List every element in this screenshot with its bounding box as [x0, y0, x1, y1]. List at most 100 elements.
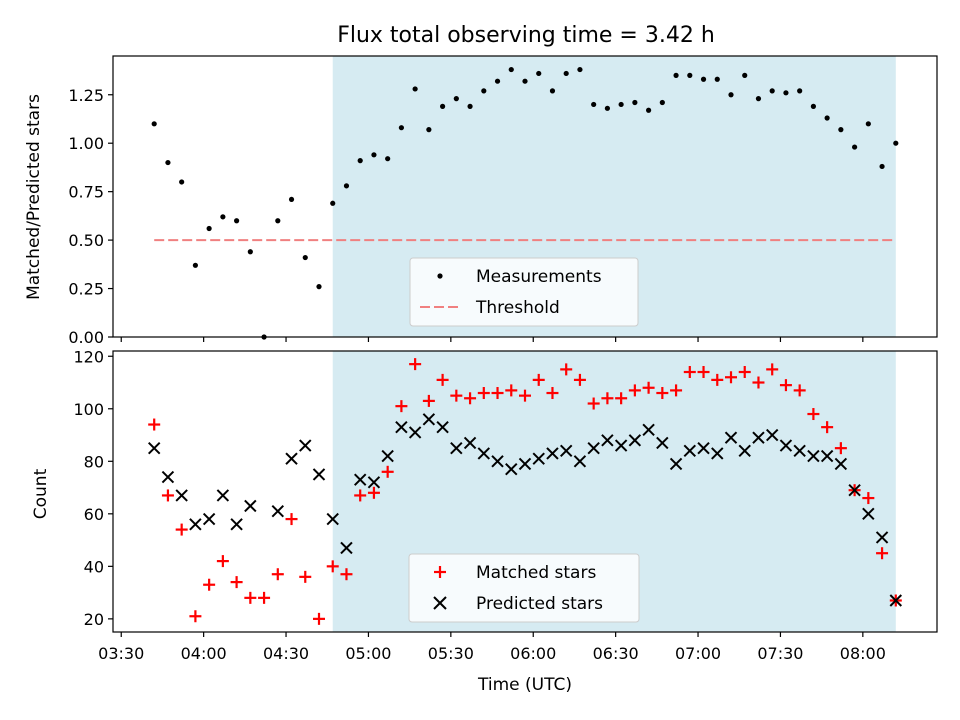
predicted-star-point: [573, 455, 587, 468]
matched-star-point: [340, 568, 353, 581]
matched-star-point: [670, 384, 683, 397]
predicted-star-point: [340, 541, 353, 555]
matched-star-point: [546, 387, 559, 400]
predicted-star-point: [463, 436, 477, 450]
predicted-star-point: [285, 452, 298, 465]
predicted-star-point: [724, 431, 738, 444]
predicted-star-point: [628, 434, 642, 447]
measurement-point: [879, 163, 885, 170]
matched-star-point: [271, 568, 284, 581]
measurement-point: [687, 72, 693, 78]
measurement-point: [700, 76, 707, 82]
x-tick-label: 07:00: [675, 644, 721, 663]
measurement-point: [234, 218, 240, 224]
legend-predicted-label: Predicted stars: [476, 594, 603, 614]
measurement-point: [810, 103, 817, 109]
matched-star-point: [738, 366, 751, 379]
measurement-point: [591, 101, 597, 108]
predicted-star-point: [189, 518, 202, 531]
top-y-tick-label: 1.25: [68, 86, 104, 105]
matched-star-point: [230, 576, 243, 589]
predicted-star-point: [862, 507, 875, 521]
predicted-star-point: [518, 457, 532, 471]
measurement-point: [783, 90, 789, 96]
measurement-point: [288, 196, 295, 203]
bottom-legend-box: [408, 553, 640, 623]
measurement-point: [755, 96, 762, 102]
predicted-star-point: [395, 420, 408, 434]
matched-star-point: [752, 376, 765, 389]
predicted-star-point: [299, 439, 312, 452]
matched-star-point: [519, 389, 531, 402]
legend-measurements-label: Measurements: [476, 267, 602, 287]
predicted-star-point: [820, 449, 834, 463]
measurement-point: [563, 70, 569, 77]
predicted-star-point: [875, 531, 889, 544]
predicted-star-point: [807, 449, 820, 463]
matched-star-point: [656, 387, 669, 400]
measurement-point: [893, 140, 899, 146]
matched-star-point: [313, 612, 325, 625]
measurement-point: [220, 214, 226, 220]
matched-star-point: [573, 373, 586, 386]
matched-star-point: [148, 418, 161, 431]
matched-star-point: [615, 392, 628, 405]
matched-star-point: [175, 523, 188, 536]
measurement-point: [398, 125, 404, 131]
measurement-point: [824, 115, 830, 121]
top-y-tick-label: 0.75: [68, 183, 104, 202]
predicted-star-point: [353, 473, 367, 486]
measurement-point: [659, 99, 665, 106]
matched-star-point: [464, 392, 477, 405]
bottom-y-tick-label: 100: [73, 400, 104, 419]
measurement-point: [481, 88, 487, 94]
top-y-tick-label: 0.00: [68, 328, 104, 347]
top-y-tick-label: 0.25: [68, 280, 104, 299]
predicted-star-point: [669, 457, 683, 471]
predicted-star-point: [216, 489, 230, 502]
measurement-point: [852, 144, 858, 150]
top-legend-box: [409, 257, 639, 327]
predicted-star-point: [738, 444, 751, 458]
measurement-point: [343, 183, 350, 189]
x-tick-label: 06:00: [510, 644, 556, 663]
measurement-point: [508, 66, 514, 73]
predicted-star-point: [381, 449, 394, 463]
matched-star-point: [834, 442, 847, 455]
bottom-points: [147, 358, 903, 625]
measurement-point: [426, 127, 432, 133]
measurement-point: [742, 72, 748, 78]
predicted-star-point: [697, 441, 710, 455]
predicted-star-point: [450, 441, 463, 455]
measurement-point: [467, 103, 473, 109]
predicted-star-point: [656, 436, 669, 450]
measurement-point: [536, 70, 542, 77]
bottom-axis-ticks: 20 40 60 80 100 120 03:30 04:00 04:30 05:00 05:30 0…: [73, 347, 885, 663]
legend-threshold-label: Threshold: [475, 298, 560, 318]
matched-star-point: [491, 387, 504, 400]
measurement-point: [646, 107, 652, 113]
measurement-point: [316, 284, 322, 290]
measurement-point: [275, 218, 281, 224]
measurement-point: [412, 86, 418, 92]
x-tick-label: 08:00: [840, 644, 886, 663]
measurement-point: [769, 88, 775, 94]
matched-star-point: [258, 591, 271, 604]
matched-star-point: [244, 591, 257, 604]
predicted-star-point: [491, 455, 504, 468]
predicted-star-point: [408, 426, 422, 439]
measurement-point: [838, 127, 844, 133]
top-y-tick-label: 0.50: [68, 231, 104, 250]
top-axis-ticks: 0.00 0.25 0.50 0.75 1.00 1.25: [68, 86, 864, 347]
top-legend: Measurements Threshold: [409, 257, 639, 327]
bottom-y-tick-label: 20: [84, 610, 104, 629]
matched-star-point: [161, 489, 174, 502]
measurement-point: [192, 262, 198, 268]
predicted-star-point: [793, 444, 806, 458]
matched-star-point: [203, 578, 216, 591]
predicted-star-point: [683, 444, 697, 458]
matched-star-point: [807, 408, 820, 421]
matched-star-point: [422, 394, 435, 407]
legend-measurements-marker: [437, 273, 443, 279]
predicted-star-point: [422, 413, 436, 426]
